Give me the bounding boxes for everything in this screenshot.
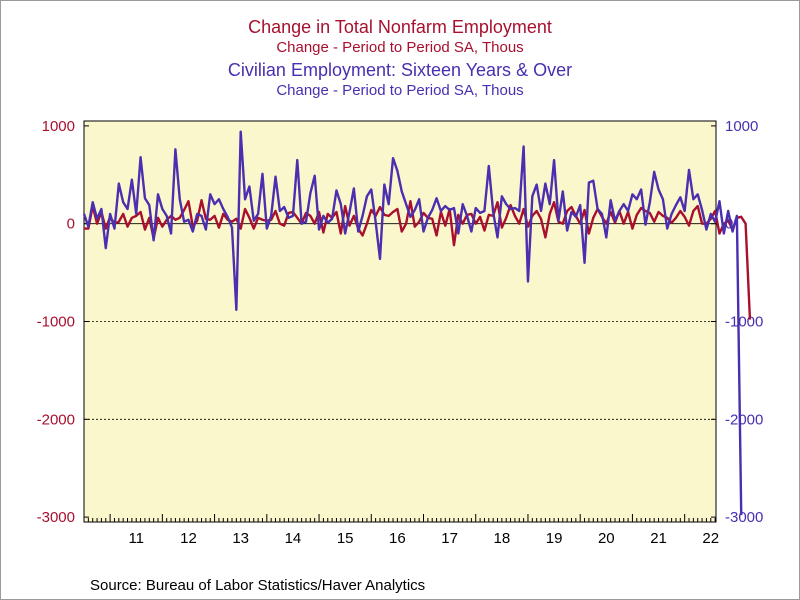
y-left-tick-label: -3000 [37,509,75,526]
x-tick-label: 20 [598,530,615,547]
chart-titles: Change in Total Nonfarm Employment Chang… [0,18,800,98]
y-left-tick-label: -2000 [37,411,75,428]
series2-title: Civilian Employment: Sixteen Years & Ove… [227,60,573,80]
x-tick-label: 12 [180,530,197,547]
x-tick-label: 13 [232,530,249,547]
x-tick-label: 15 [337,530,354,547]
y-right-tick-label: -2000 [725,411,763,428]
x-tick-label: 21 [650,530,667,547]
series2-subtitle: Change - Period to Period SA, Thous [276,82,524,99]
y-left-tick-label: -1000 [37,314,75,331]
y-left-tick-label: 1000 [42,118,75,135]
x-tick-label: 14 [285,530,302,547]
series1-title: Change in Total Nonfarm Employment [248,17,552,37]
source-note: Source: Bureau of Labor Statistics/Haver… [90,577,426,594]
x-tick-label: 11 [128,530,144,547]
civilian-series-line [82,130,743,516]
x-tick-label: 19 [546,530,563,547]
x-tick-label: 22 [702,530,719,547]
y-right-tick-label: 1000 [725,118,758,135]
y-right-tick-label: -3000 [725,509,763,526]
y-right-tick-label: -1000 [725,314,763,331]
x-tick-label: 17 [441,530,458,547]
x-tick-label: 18 [494,530,511,547]
series1-subtitle: Change - Period to Period SA, Thous [276,39,524,56]
x-tick-label: 16 [389,530,406,547]
y-left-tick-label: 0 [67,216,75,233]
